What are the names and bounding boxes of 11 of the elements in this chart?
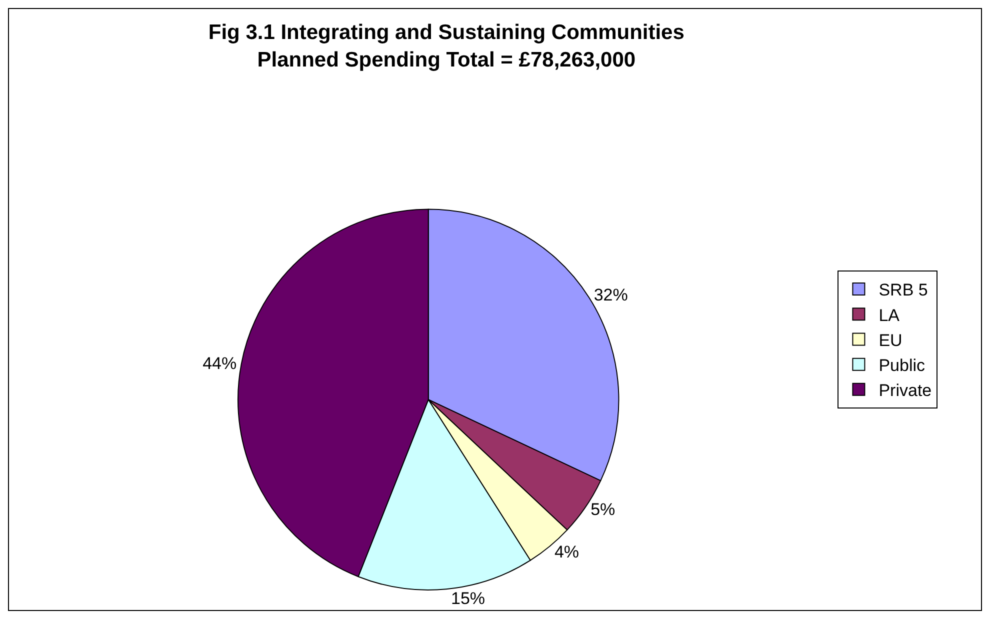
data-label: 5% — [590, 500, 616, 520]
legend-label: EU — [878, 330, 902, 350]
legend-label: Private — [878, 381, 932, 400]
legend-label: Public — [878, 356, 926, 375]
data-label: 32% — [594, 285, 628, 304]
data-label: 15% — [451, 589, 486, 608]
legend-label: LA — [878, 306, 900, 325]
data-label: 4% — [554, 542, 580, 562]
chart-title: Fig 3.1 Integrating and Sustaining Communities Planned Spending Total = £78,263,000 — [208, 21, 684, 72]
legend-label: SRB 5 — [878, 280, 928, 300]
data-label: 44% — [202, 354, 237, 374]
